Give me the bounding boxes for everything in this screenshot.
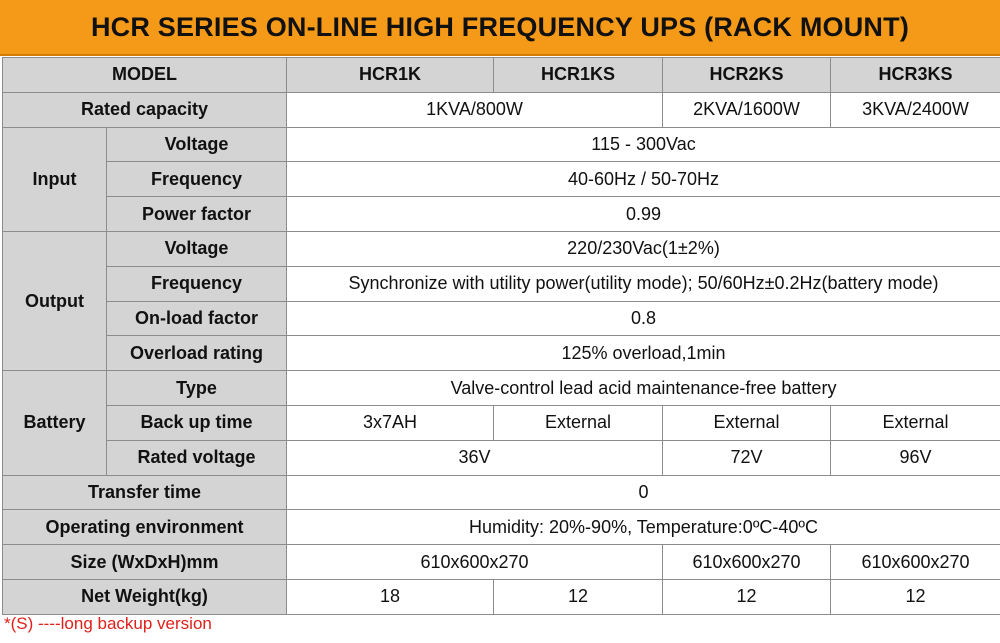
page-title: HCR SERIES ON-LINE HIGH FREQUENCY UPS (R…	[90, 11, 910, 42]
input-group-label: Input	[2, 126, 107, 232]
net-weight-hcr1k: 18	[286, 578, 494, 615]
backup-time-label: Back up time	[106, 404, 287, 441]
input-voltage-value: 115 - 300Vac	[286, 126, 1000, 163]
model-header: MODEL	[2, 57, 287, 93]
table-row-size: Size (WxDxH)mm 610x600x270 610x600x270 6…	[2, 544, 1000, 580]
backup-time-hcr3ks: External	[830, 404, 1000, 441]
transfer-time-value: 0	[286, 474, 1000, 511]
rated-capacity-3k: 3KVA/2400W	[830, 91, 1000, 128]
size-1k: 610x600x270	[286, 544, 663, 580]
overload-value: 125% overload,1min	[286, 335, 1000, 372]
rated-voltage-1k: 36V	[286, 439, 663, 476]
transfer-time-label: Transfer time	[2, 474, 287, 511]
table-row-backup-time: Back up time 3x7AH External External Ext…	[3, 404, 1000, 441]
size-2k: 610x600x270	[662, 544, 831, 580]
rated-capacity-label: Rated capacity	[2, 91, 287, 128]
model-hcr3ks: HCR3KS	[830, 57, 1000, 93]
title-banner: HCR SERIES ON-LINE HIGH FREQUENCY UPS (R…	[0, 0, 1000, 56]
onload-factor-value: 0.8	[286, 300, 1000, 337]
output-frequency-value: Synchronize with utility power(utility m…	[286, 265, 1000, 302]
output-voltage-label: Voltage	[106, 230, 287, 267]
table-row-model: MODEL HCR1K HCR1KS HCR2KS HCR3KS	[2, 57, 1000, 93]
output-group-label: Output	[2, 230, 107, 372]
net-weight-hcr3ks: 12	[830, 578, 1000, 615]
battery-type-label: Type	[106, 370, 287, 406]
spec-table: MODEL HCR1K HCR1KS HCR2KS HCR3KS Rated c…	[2, 57, 1000, 615]
table-row-battery-type: Battery Type Valve-control lead acid mai…	[2, 370, 1000, 476]
rated-voltage-3k: 96V	[830, 439, 1000, 476]
output-voltage-value: 220/230Vac(1±2%)	[286, 230, 1000, 267]
net-weight-label: Net Weight(kg)	[2, 578, 287, 615]
power-factor-value: 0.99	[286, 196, 1000, 232]
table-row-overload: Overload rating 125% overload,1min	[3, 335, 1000, 372]
table-row-input-frequency: Frequency 40-60Hz / 50-70Hz	[3, 161, 1000, 198]
backup-time-hcr2ks: External	[662, 404, 831, 441]
net-weight-hcr1ks: 12	[493, 578, 663, 615]
model-hcr2ks: HCR2KS	[662, 57, 831, 93]
table-row-rated-capacity: Rated capacity 1KVA/800W 2KVA/1600W 3KVA…	[2, 91, 1000, 128]
rated-capacity-2k: 2KVA/1600W	[662, 91, 831, 128]
rated-voltage-2k: 72V	[662, 439, 831, 476]
operating-env-label: Operating environment	[2, 509, 287, 546]
overload-label: Overload rating	[106, 335, 287, 372]
rated-voltage-label: Rated voltage	[106, 439, 287, 476]
battery-group-label: Battery	[2, 370, 107, 476]
table-row-output-voltage: Output Voltage 220/230Vac(1±2%)	[2, 230, 1000, 372]
table-row-output-frequency: Frequency Synchronize with utility power…	[3, 265, 1000, 302]
model-hcr1ks: HCR1KS	[493, 57, 663, 93]
size-3k: 610x600x270	[830, 544, 1000, 580]
rated-capacity-1k: 1KVA/800W	[286, 91, 663, 128]
size-label: Size (WxDxH)mm	[2, 544, 287, 580]
table-row-transfer-time: Transfer time 0	[2, 474, 1000, 511]
input-frequency-value: 40-60Hz / 50-70Hz	[286, 161, 1000, 198]
table-row-net-weight: Net Weight(kg) 18 12 12 12	[2, 578, 1000, 615]
net-weight-hcr2ks: 12	[662, 578, 831, 615]
operating-env-value: Humidity: 20%-90%, Temperature:0ºC-40ºC	[286, 509, 1000, 546]
input-voltage-label: Voltage	[106, 126, 287, 163]
input-frequency-label: Frequency	[106, 161, 287, 198]
backup-time-hcr1k: 3x7AH	[286, 404, 494, 441]
model-hcr1k: HCR1K	[286, 57, 494, 93]
backup-time-hcr1ks: External	[493, 404, 663, 441]
table-row-onload-factor: On-load factor 0.8	[3, 300, 1000, 337]
table-row-input-voltage: Input Voltage 115 - 300Vac	[2, 126, 1000, 232]
table-row-rated-voltage: Rated voltage 36V 72V 96V	[3, 439, 1000, 476]
output-frequency-label: Frequency	[106, 265, 287, 302]
table-row-operating-environment: Operating environment Humidity: 20%-90%,…	[2, 509, 1000, 546]
onload-factor-label: On-load factor	[106, 300, 287, 337]
power-factor-label: Power factor	[106, 196, 287, 232]
battery-type-value: Valve-control lead acid maintenance-free…	[286, 370, 1000, 406]
table-row-input-power-factor: Power factor 0.99	[3, 196, 1000, 232]
footnote: *(S) ----long backup version	[4, 614, 212, 633]
